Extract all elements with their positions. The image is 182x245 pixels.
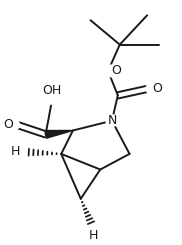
Circle shape (105, 65, 117, 77)
Text: O: O (152, 82, 162, 95)
Circle shape (7, 119, 19, 131)
Polygon shape (45, 131, 73, 138)
Circle shape (45, 90, 58, 104)
Circle shape (146, 83, 158, 94)
Text: O: O (3, 118, 13, 131)
Text: N: N (107, 114, 117, 127)
Text: H: H (11, 146, 20, 159)
Text: O: O (111, 64, 121, 77)
Text: OH: OH (42, 84, 61, 97)
Text: H: H (89, 229, 98, 242)
Circle shape (106, 115, 118, 127)
